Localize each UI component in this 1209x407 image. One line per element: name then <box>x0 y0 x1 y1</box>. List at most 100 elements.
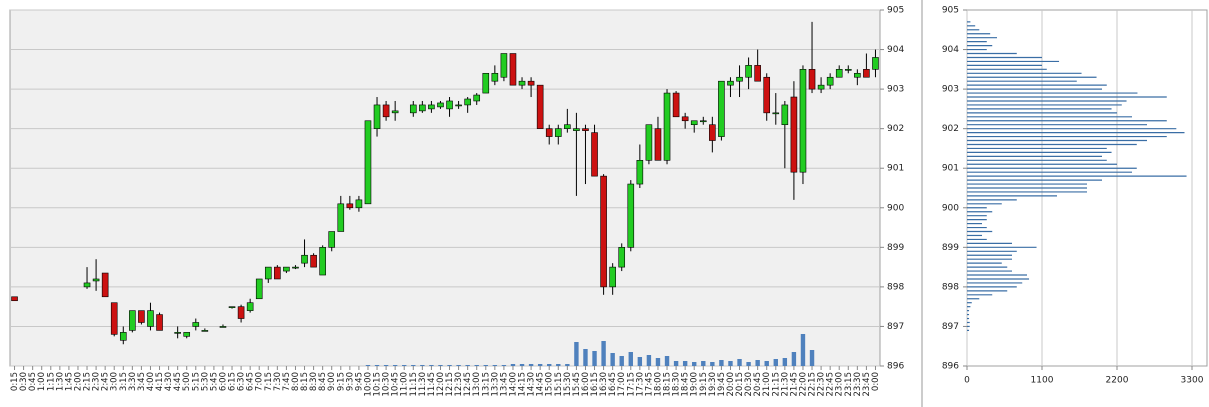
candle-body <box>645 124 653 161</box>
volume-bar <box>574 342 579 366</box>
volume-bar <box>365 365 371 366</box>
volume-bar <box>800 334 806 366</box>
x-tick-label: 7:45 <box>282 372 292 391</box>
x-tick-label: 9:45 <box>354 372 364 391</box>
x-tick-label: 15:15 <box>554 372 564 397</box>
volume-bar <box>746 362 751 366</box>
candle-body <box>618 247 626 268</box>
candle-body <box>636 160 644 185</box>
candle-body <box>609 266 616 288</box>
candle-body <box>772 112 780 115</box>
candle-body <box>591 132 598 177</box>
y-tick-label: 903 <box>942 85 959 95</box>
x-tick-label: 17:45 <box>644 372 654 397</box>
x-tick-label: 2200 <box>1106 376 1129 386</box>
candle-body <box>718 80 725 137</box>
volume-bar <box>374 365 380 366</box>
volume-bar <box>537 364 543 366</box>
x-tick-label: 6:00 <box>218 372 228 391</box>
candle-body <box>863 69 870 78</box>
candle-body <box>428 104 435 110</box>
candle-body <box>409 104 417 114</box>
candle-body <box>582 128 589 131</box>
volume-bar <box>628 352 633 366</box>
x-tick-label: 13:15 <box>481 372 491 397</box>
x-tick-label: 23:00 <box>835 372 845 397</box>
x-tick-label: 15:45 <box>572 372 582 397</box>
x-tick-label: 3:15 <box>119 372 129 391</box>
volume-bar <box>755 360 760 366</box>
candle-body <box>473 94 481 102</box>
candle-body <box>835 69 843 78</box>
volume-bar <box>764 361 769 366</box>
x-tick-label: 0:15 <box>10 372 20 391</box>
candle-body <box>654 128 662 161</box>
candle-body <box>600 175 607 288</box>
x-tick-label: 13:45 <box>499 372 509 397</box>
volume-bar <box>429 365 434 366</box>
x-tick-label: 19:00 <box>690 372 700 397</box>
x-tick-label: 3:45 <box>137 372 147 391</box>
candle-body <box>292 266 299 269</box>
candle-body <box>554 128 562 137</box>
x-tick-label: 5:15 <box>191 372 201 391</box>
x-tick-label: 4:30 <box>164 372 174 391</box>
candle-body <box>790 96 798 173</box>
y-tick-label: 897 <box>942 322 959 332</box>
x-tick-label: 12:00 <box>436 372 446 397</box>
candle-body <box>844 69 852 71</box>
x-tick-label: 6:30 <box>237 372 247 391</box>
x-tick-label: 1100 <box>1031 376 1054 386</box>
volume-bar <box>610 353 615 366</box>
volume-bar <box>556 364 561 366</box>
x-tick-label: 18:00 <box>653 372 663 397</box>
candle-body <box>699 120 707 123</box>
candle-body <box>745 65 752 78</box>
x-tick-label: 11:45 <box>427 372 437 397</box>
candle-body <box>283 266 290 272</box>
x-tick-label: 5:30 <box>200 372 210 391</box>
x-tick-label: 21:15 <box>771 372 781 397</box>
volume-bar <box>782 358 788 366</box>
x-tick-label: 23:30 <box>853 372 863 397</box>
candle-body <box>255 278 263 300</box>
x-tick-label: 18:15 <box>663 372 673 397</box>
volume-bar <box>583 349 588 366</box>
candle-body <box>382 104 390 118</box>
x-tick-label: 9:15 <box>336 372 346 391</box>
candle-body <box>83 282 91 288</box>
x-tick-label: 13:00 <box>472 372 482 397</box>
candle-body <box>264 266 272 280</box>
x-tick-label: 22:00 <box>798 372 808 397</box>
volume-bar <box>682 361 688 366</box>
x-tick-label: 9:00 <box>327 372 337 391</box>
volume-bar <box>646 355 652 366</box>
volume-bar <box>619 356 624 366</box>
candle-body <box>310 254 317 268</box>
x-tick-label: 0:30 <box>19 372 29 391</box>
x-tick-label: 0:45 <box>28 372 38 391</box>
volume-bar <box>465 365 470 366</box>
x-tick-label: 10:30 <box>382 372 392 397</box>
x-tick-label: 19:15 <box>699 372 709 397</box>
x-tick-label: 17:15 <box>626 372 636 397</box>
volume-bar <box>383 365 389 366</box>
volume-bar <box>592 351 597 366</box>
x-tick-label: 21:45 <box>789 372 799 397</box>
candle-body <box>808 69 816 90</box>
candle-body <box>464 98 471 106</box>
candle-body <box>854 72 861 78</box>
candle-body <box>545 128 553 137</box>
candle-body <box>681 116 689 122</box>
volume-bar <box>673 361 679 366</box>
candle-body <box>174 332 181 334</box>
volume-bar <box>501 365 507 366</box>
x-tick-label: 2:00 <box>73 372 83 391</box>
candle-body <box>129 310 136 331</box>
candle-body <box>781 104 789 126</box>
x-tick-label: 2:15 <box>83 372 93 391</box>
x-tick-label: 3300 <box>1181 376 1204 386</box>
x-tick-label: 17:00 <box>617 372 627 397</box>
